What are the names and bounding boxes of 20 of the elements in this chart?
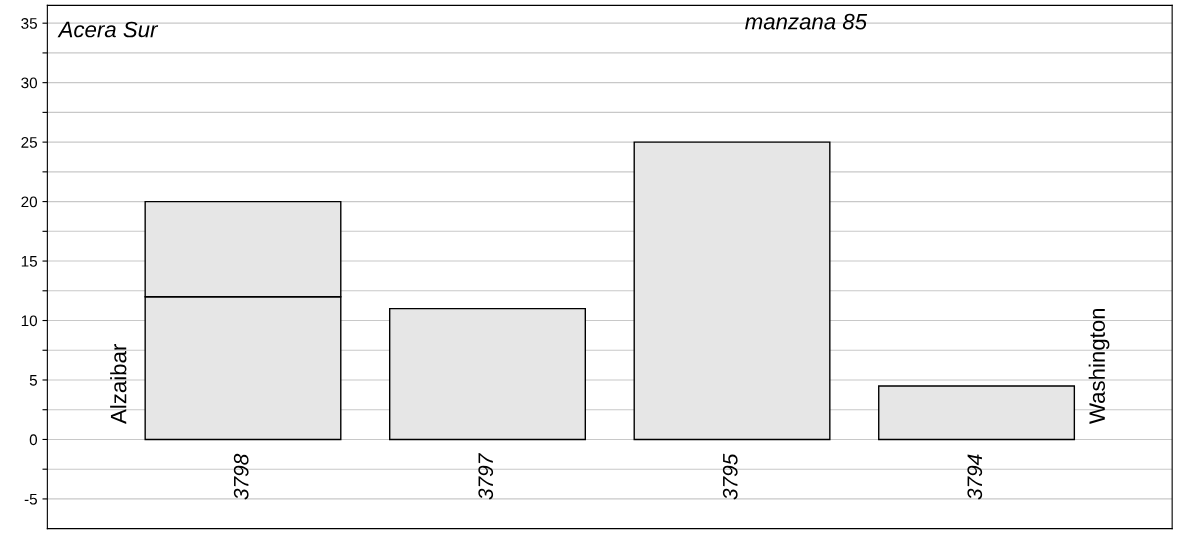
y-tick-label: 20 (21, 196, 38, 208)
bar (633, 141, 831, 441)
annotation: Washington (1088, 308, 1110, 424)
annotation: manzana 85 (745, 13, 868, 30)
x-tick-label: 3798 (233, 453, 249, 500)
y-tick-label: 5 (29, 375, 37, 386)
y-tick-label: 0 (29, 434, 38, 446)
bar (878, 385, 1076, 441)
y-tick-label: 15 (21, 256, 37, 267)
annotation: Alzaibar (110, 344, 127, 424)
bar (388, 307, 587, 441)
x-tick-label: 3795 (722, 453, 738, 500)
y-tick-label: 35 (21, 18, 37, 29)
x-tick-label: 3794 (967, 454, 983, 500)
y-tick-label: -5 (24, 493, 37, 505)
x-tick-label: 3797 (478, 453, 494, 500)
annotation: Acera Sur (57, 21, 159, 38)
y-tick-label: 30 (21, 77, 38, 89)
y-tick-label: 10 (21, 315, 38, 327)
y-tick-label: 25 (21, 136, 37, 148)
